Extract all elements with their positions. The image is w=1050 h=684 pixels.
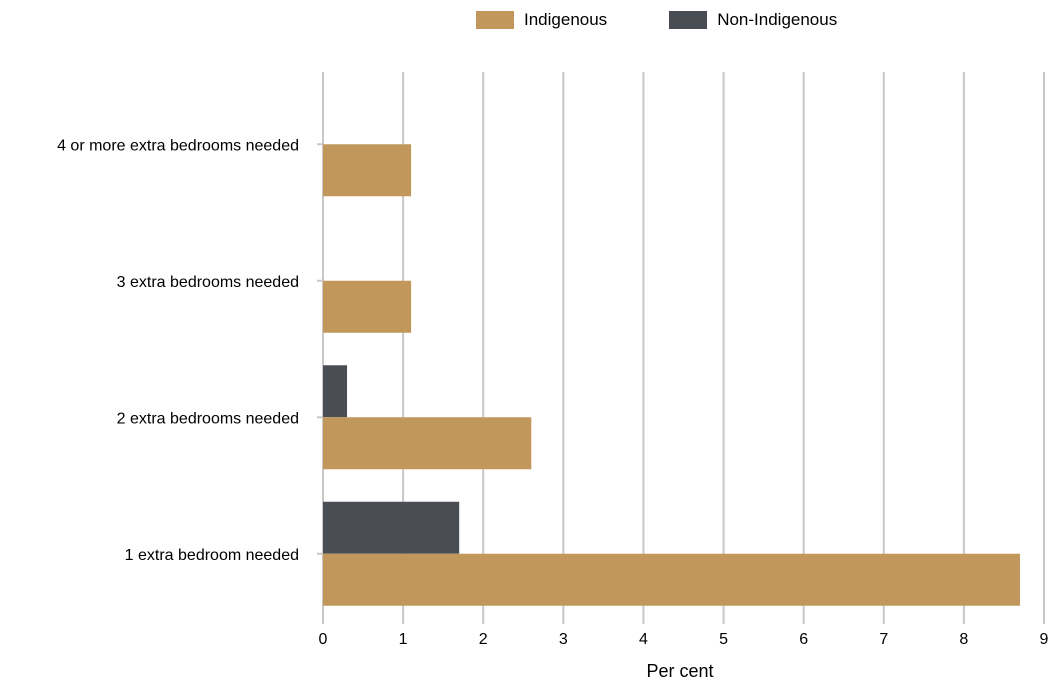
x-tick-label-0: 0 [319,631,328,648]
labels: 0 1 2 3 4 5 6 7 8 9 4 or more extra bedrooms neede… [57,137,1048,648]
legend-label-indigenous: Indigenous [524,10,608,29]
legend-swatch-indigenous [476,11,514,29]
x-tick-label-4: 4 [639,631,648,648]
bars [323,144,1020,606]
legend-label-non-indigenous: Non-Indigenous [717,10,838,29]
legend-item-non-indigenous: Non-Indigenous [669,10,837,30]
bar-indigenous-0 [323,144,412,197]
bar-indigenous-3 [323,553,1020,606]
category-label-1: 3 extra bedrooms needed [117,274,299,291]
bar-indigenous-2 [323,417,532,470]
x-tick-label-8: 8 [959,631,968,648]
x-tick-label-7: 7 [879,631,888,648]
chart-legend: Indigenous Non-Indigenous [476,10,899,30]
legend-item-indigenous: Indigenous [476,10,607,30]
x-axis-title: Per cent [646,661,713,681]
category-label-0: 4 or more extra bedrooms needed [57,137,299,154]
legend-swatch-non-indigenous [669,11,708,29]
category-label-3: 1 extra bedroom needed [125,547,299,564]
x-tick-label-2: 2 [479,631,488,648]
bar-indigenous-1 [323,280,412,333]
x-tick-label-3: 3 [559,631,568,648]
x-tick-label-1: 1 [399,631,408,648]
bar-non-indigenous-2 [323,365,348,418]
gridlines [402,72,1045,618]
x-tick-label-9: 9 [1040,631,1049,648]
x-tick-label-6: 6 [799,631,808,648]
category-label-2: 2 extra bedrooms needed [117,410,299,427]
x-tick-label-5: 5 [719,631,728,648]
bar-non-indigenous-3 [323,501,460,554]
